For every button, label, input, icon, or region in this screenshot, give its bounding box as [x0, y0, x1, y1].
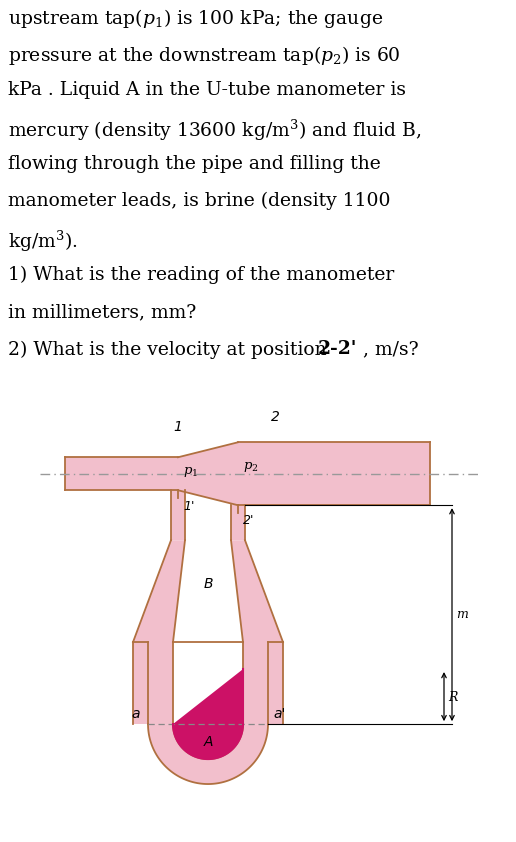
Polygon shape: [268, 642, 283, 724]
Polygon shape: [148, 642, 173, 724]
Text: pressure at the downstream tap($p_2$) is 60: pressure at the downstream tap($p_2$) is…: [8, 44, 401, 67]
Text: $m$: $m$: [456, 608, 469, 621]
Text: in millimeters, mm?: in millimeters, mm?: [8, 303, 196, 322]
Polygon shape: [238, 442, 430, 505]
Polygon shape: [173, 669, 243, 759]
Text: manometer leads, is brine (density 1100: manometer leads, is brine (density 1100: [8, 192, 391, 210]
Text: kg/m$^3$).: kg/m$^3$).: [8, 229, 78, 254]
Text: $p_1$: $p_1$: [183, 466, 198, 479]
Text: 2-2': 2-2': [318, 340, 358, 359]
Text: $R$: $R$: [448, 690, 459, 704]
Text: 1) What is the reading of the manometer: 1) What is the reading of the manometer: [8, 266, 394, 285]
Text: kPa . Liquid A in the U-tube manometer is: kPa . Liquid A in the U-tube manometer i…: [8, 81, 406, 99]
Polygon shape: [178, 442, 238, 505]
Polygon shape: [148, 724, 268, 784]
Text: 1: 1: [173, 420, 183, 434]
Polygon shape: [133, 541, 283, 642]
Text: 2) What is the velocity at position: 2) What is the velocity at position: [8, 340, 333, 359]
Polygon shape: [65, 457, 178, 490]
Text: mercury (density 13600 kg/m$^3$) and fluid B,: mercury (density 13600 kg/m$^3$) and flu…: [8, 118, 422, 143]
Polygon shape: [133, 642, 148, 724]
Text: flowing through the pipe and filling the: flowing through the pipe and filling the: [8, 155, 381, 173]
Text: A: A: [203, 734, 213, 749]
Text: a: a: [132, 707, 140, 721]
Text: B: B: [203, 577, 213, 591]
Polygon shape: [231, 505, 245, 541]
Text: 2: 2: [270, 410, 280, 424]
Polygon shape: [171, 490, 185, 541]
Text: upstream tap($p_1$) is 100 kPa; the gauge: upstream tap($p_1$) is 100 kPa; the gaug…: [8, 7, 383, 30]
Text: $p_2$: $p_2$: [243, 461, 259, 474]
Text: 2': 2': [243, 514, 254, 527]
Text: 1': 1': [183, 500, 195, 514]
Polygon shape: [243, 642, 268, 724]
Text: , m/s?: , m/s?: [363, 340, 418, 359]
Text: a': a': [273, 707, 285, 721]
